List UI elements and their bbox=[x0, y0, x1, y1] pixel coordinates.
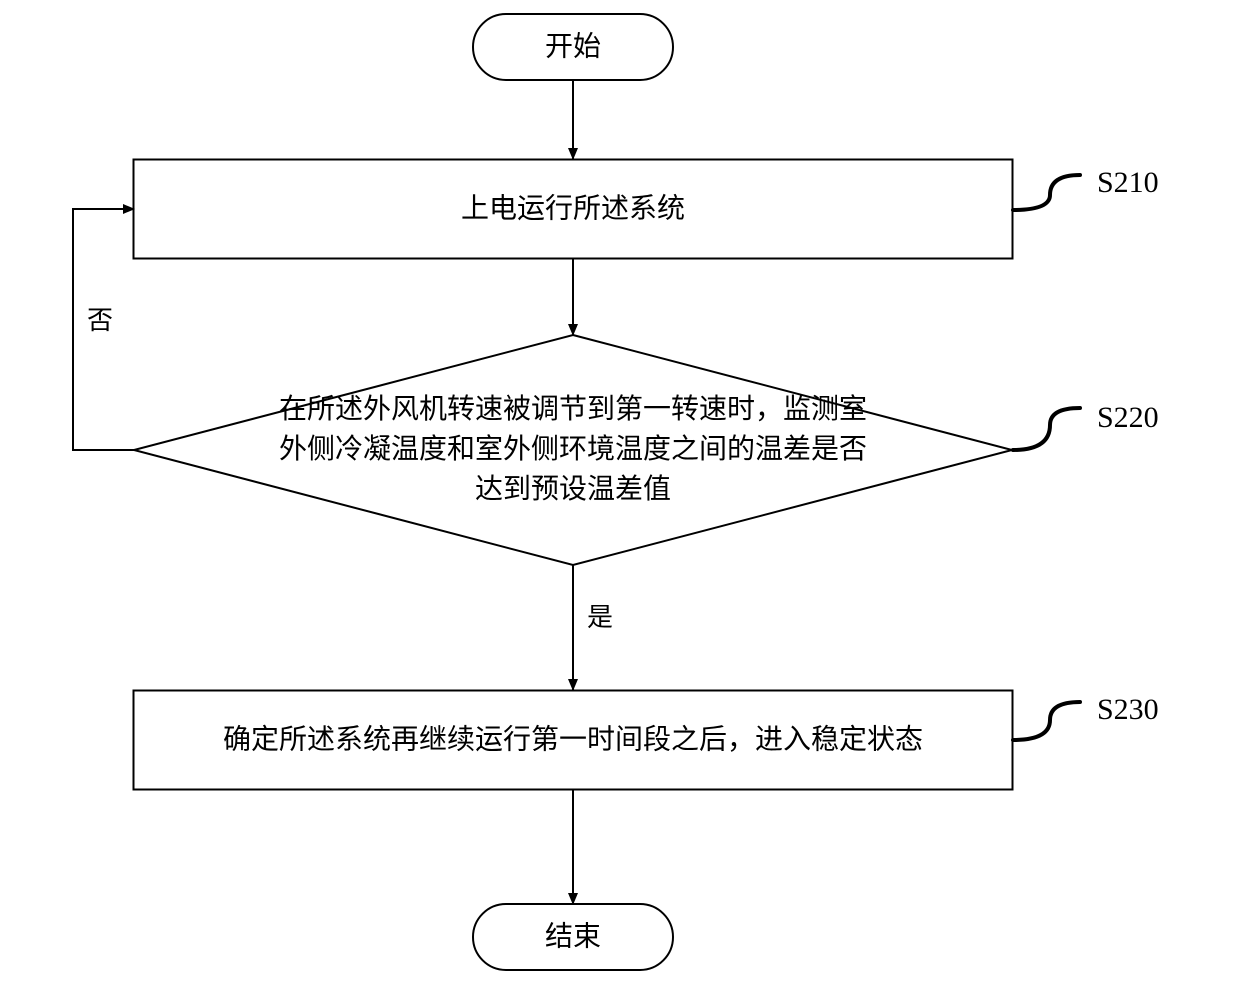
flowchart-diagram: 开始 上电运行所述系统 在所述外风机转速被调节到第一转速时，监测室外侧冷凝温度和… bbox=[0, 0, 1240, 1008]
node-s230: 确定所述系统再继续运行第一时间段之后，进入稳定状态 bbox=[134, 691, 1013, 790]
edge-label-s220-no-to-s210: 否 bbox=[87, 306, 113, 335]
node-s210: 上电运行所述系统 bbox=[134, 160, 1013, 259]
step-label-s230: S230 bbox=[1097, 693, 1159, 726]
label-connector-s230 bbox=[1013, 702, 1080, 740]
edge-label-s220-yes-to-s230: 是 bbox=[587, 603, 613, 632]
label-connector-s220 bbox=[1013, 408, 1080, 450]
step-label-s210: S210 bbox=[1097, 166, 1159, 199]
s210-text: 上电运行所述系统 bbox=[461, 192, 685, 224]
step-label-s220: S220 bbox=[1097, 401, 1159, 434]
node-s220: 在所述外风机转速被调节到第一转速时，监测室外侧冷凝温度和室外侧环境温度之间的温差… bbox=[134, 335, 1012, 565]
node-end: 结束 bbox=[473, 904, 673, 970]
s230-text: 确定所述系统再继续运行第一时间段之后，进入稳定状态 bbox=[223, 723, 923, 755]
node-start: 开始 bbox=[473, 14, 673, 80]
start-text: 开始 bbox=[545, 30, 601, 62]
end-text: 结束 bbox=[545, 920, 601, 952]
s220-text: 在所述外风机转速被调节到第一转速时，监测室外侧冷凝温度和室外侧环境温度之间的温差… bbox=[279, 393, 867, 505]
step-labels: S210 S220 S230 bbox=[1013, 166, 1159, 740]
label-connector-s210 bbox=[1013, 175, 1080, 210]
